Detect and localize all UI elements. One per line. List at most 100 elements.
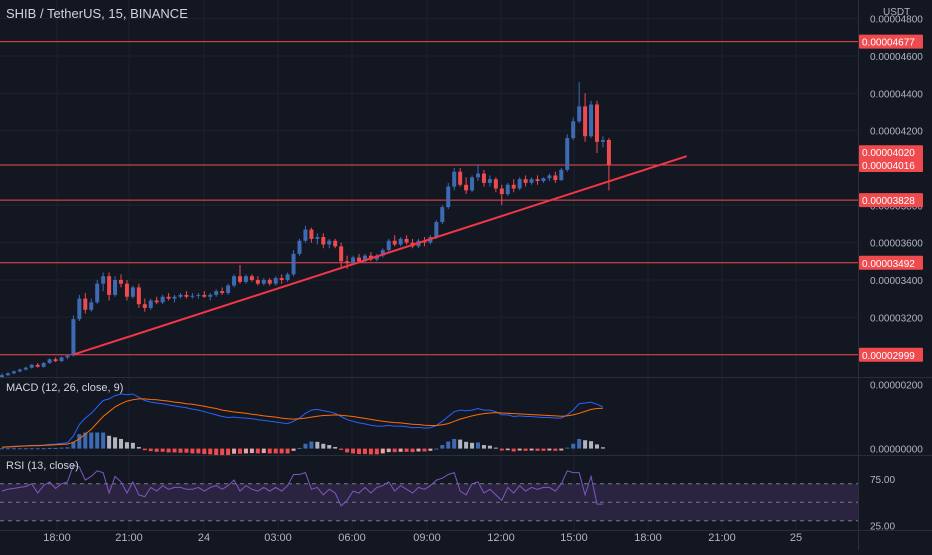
candle[interactable] (464, 184, 469, 191)
candle[interactable] (571, 121, 576, 139)
candle[interactable] (351, 257, 356, 264)
candle[interactable] (589, 104, 594, 137)
candle[interactable] (452, 171, 457, 187)
candle[interactable] (107, 276, 112, 295)
candle[interactable] (196, 294, 201, 296)
candle[interactable] (505, 184, 510, 195)
candle[interactable] (333, 240, 338, 247)
candle[interactable] (357, 257, 361, 262)
candle[interactable] (434, 222, 439, 238)
candle[interactable] (113, 279, 118, 295)
candle[interactable] (59, 357, 64, 362)
candle[interactable] (279, 278, 284, 280)
candle[interactable] (190, 295, 195, 297)
candle[interactable] (345, 261, 350, 264)
candle[interactable] (481, 173, 486, 183)
candle[interactable] (577, 106, 582, 122)
candle[interactable] (71, 319, 76, 356)
candle[interactable] (392, 240, 397, 245)
candle[interactable] (95, 283, 100, 303)
candle[interactable] (166, 296, 171, 299)
candle[interactable] (511, 184, 516, 189)
candle[interactable] (285, 274, 290, 280)
candle[interactable] (493, 179, 498, 189)
candle[interactable] (23, 367, 28, 370)
chart-title[interactable]: SHIB / TetherUS, 15, BINANCE (6, 6, 188, 21)
macd-pane-title[interactable]: MACD (12, 26, close, 9) (6, 382, 124, 394)
candle[interactable] (523, 179, 528, 183)
candle[interactable] (476, 173, 480, 178)
candle[interactable] (41, 363, 46, 367)
candle[interactable] (29, 364, 34, 368)
candle[interactable] (0, 375, 4, 377)
candle[interactable] (327, 240, 332, 245)
candle[interactable] (124, 283, 129, 297)
candle[interactable] (517, 179, 522, 189)
candle[interactable] (119, 279, 123, 284)
candle[interactable] (404, 238, 409, 243)
candle[interactable] (303, 229, 308, 241)
candle[interactable] (499, 188, 504, 195)
candle[interactable] (470, 177, 475, 191)
candle[interactable] (261, 279, 266, 284)
candle[interactable] (380, 250, 385, 256)
candle[interactable] (172, 296, 177, 299)
candle[interactable] (565, 138, 570, 170)
rsi-pane-title[interactable]: RSI (13, close) (6, 460, 79, 472)
candle[interactable] (47, 359, 52, 364)
candle[interactable] (83, 298, 88, 310)
candle[interactable] (17, 369, 22, 372)
candle[interactable] (178, 294, 183, 297)
candle[interactable] (220, 291, 225, 294)
candle[interactable] (35, 364, 40, 367)
candle[interactable] (553, 175, 558, 181)
candle[interactable] (53, 359, 58, 362)
candle[interactable] (249, 276, 254, 280)
candle[interactable] (101, 276, 106, 284)
candle[interactable] (11, 371, 16, 374)
candle[interactable] (600, 139, 605, 142)
candle[interactable] (535, 179, 540, 182)
candle[interactable] (226, 285, 231, 294)
candle[interactable] (184, 294, 189, 297)
candle[interactable] (273, 278, 278, 284)
candle[interactable] (154, 300, 159, 303)
candle[interactable] (208, 294, 213, 297)
candle[interactable] (297, 240, 302, 254)
candle[interactable] (5, 373, 10, 376)
candle[interactable] (214, 291, 219, 295)
candle[interactable] (321, 237, 326, 245)
candle[interactable] (202, 294, 207, 297)
candle[interactable] (374, 255, 379, 260)
candle[interactable] (315, 237, 320, 239)
candle[interactable] (398, 238, 403, 245)
candle[interactable] (291, 253, 296, 275)
candle[interactable] (243, 276, 248, 282)
candle[interactable] (541, 178, 546, 182)
candle[interactable] (309, 229, 314, 239)
candle[interactable] (446, 186, 451, 208)
candle[interactable] (559, 169, 564, 181)
candle[interactable] (267, 279, 272, 284)
candle[interactable] (583, 106, 588, 137)
candle[interactable] (362, 255, 367, 262)
candle[interactable] (606, 139, 611, 165)
candle[interactable] (232, 276, 237, 286)
candle[interactable] (255, 279, 260, 284)
candle[interactable] (136, 287, 141, 305)
candle[interactable] (440, 207, 445, 223)
candle[interactable] (89, 302, 94, 310)
candle[interactable] (130, 287, 135, 297)
candle[interactable] (238, 276, 242, 282)
trendline[interactable] (73, 155, 688, 356)
candle[interactable] (148, 300, 153, 308)
candle[interactable] (529, 179, 534, 183)
candle[interactable] (339, 246, 344, 262)
candle[interactable] (595, 104, 599, 142)
candle[interactable] (458, 171, 463, 185)
candle[interactable] (547, 175, 552, 179)
candle[interactable] (160, 296, 165, 303)
candle[interactable] (77, 298, 82, 320)
candle[interactable] (142, 304, 147, 308)
candle[interactable] (65, 355, 70, 358)
